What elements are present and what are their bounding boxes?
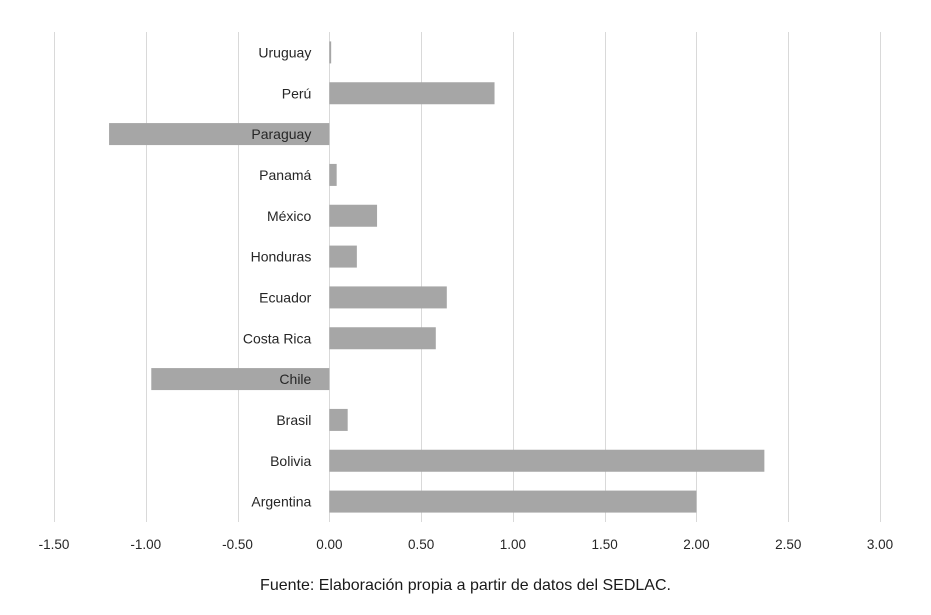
category-labels: Uruguay Perú Paraguay Panamá México Honduras E…	[243, 44, 312, 509]
x-tick-label: 2.50	[775, 537, 801, 552]
category-label: Ecuador	[259, 289, 311, 305]
category-label: Honduras	[251, 249, 312, 265]
category-label: Argentina	[251, 494, 311, 510]
gridlines	[54, 32, 881, 522]
category-label: Bolivia	[270, 453, 311, 469]
category-label: Brasil	[276, 412, 311, 428]
category-label: Chile	[279, 371, 311, 387]
bar	[329, 204, 378, 227]
x-tick-label: 2.00	[683, 537, 709, 552]
bar	[109, 123, 330, 146]
category-label: Paraguay	[251, 126, 311, 142]
category-label: Perú	[282, 85, 312, 101]
bar	[329, 327, 436, 350]
bar	[329, 286, 447, 309]
source-note: Fuente: Elaboración propia a partir de d…	[260, 577, 671, 594]
bar	[151, 368, 330, 391]
x-tick-labels: -1.50 -1.00 -0.50 0.00 0.50 1.00 1.50 2.00 2.50 3…	[39, 537, 894, 552]
x-tick-label: -1.50	[39, 537, 70, 552]
bar	[329, 408, 348, 431]
bar	[329, 82, 495, 105]
category-label: Costa Rica	[243, 330, 312, 346]
bar	[329, 490, 697, 513]
category-label: México	[267, 208, 312, 224]
category-label: Panamá	[259, 167, 311, 183]
x-tick-label: 1.00	[500, 537, 526, 552]
x-tick-label: 3.00	[867, 537, 893, 552]
bar	[329, 449, 765, 472]
bar	[329, 163, 337, 186]
x-tick-label: 0.00	[316, 537, 342, 552]
x-tick-label: -1.00	[130, 537, 161, 552]
x-tick-label: 0.50	[408, 537, 434, 552]
x-tick-label: 1.50	[592, 537, 618, 552]
bars	[109, 41, 765, 513]
category-label: Uruguay	[258, 44, 311, 60]
bar	[329, 245, 357, 268]
x-tick-label: -0.50	[222, 537, 253, 552]
bar	[329, 41, 332, 64]
